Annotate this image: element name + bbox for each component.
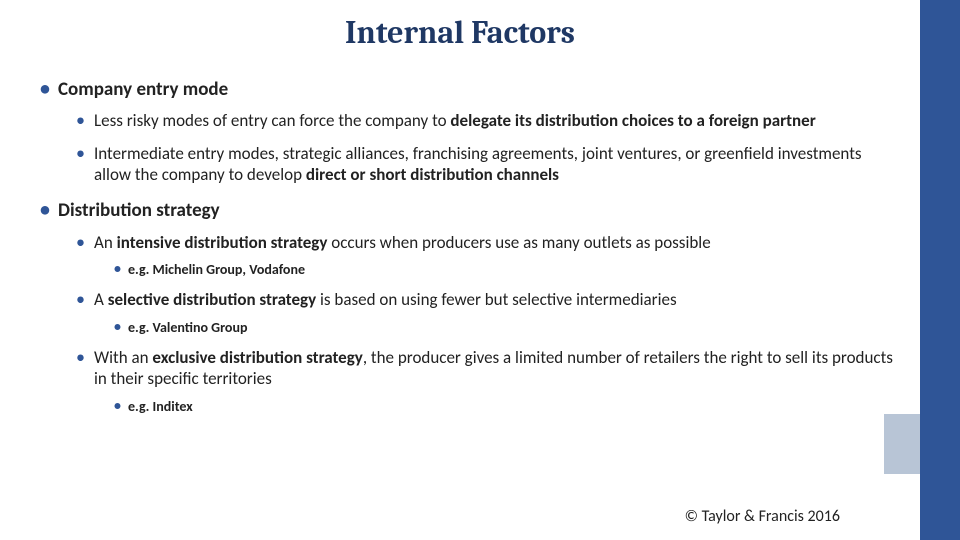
- text-bold: intensive distribution strategy: [117, 232, 328, 253]
- example-item: e.g. Inditex: [114, 398, 895, 415]
- example-item: e.g. Valentino Group: [114, 319, 895, 336]
- bullet-item: A selective distribution strategy is bas…: [76, 290, 895, 336]
- example-text: e.g. Valentino Group: [128, 319, 247, 336]
- bullet-item: Less risky modes of entry can force the …: [76, 111, 895, 132]
- bullet-item: With an exclusive distribution strategy,…: [76, 348, 895, 415]
- slide-content: Company entry mode Less risky modes of e…: [40, 78, 895, 429]
- bullet-item: Intermediate entry modes, strategic alli…: [76, 144, 895, 185]
- example-item: e.g. Michelin Group, Vodafone: [114, 261, 895, 278]
- text-pre: With an: [94, 347, 152, 368]
- text-post: is based on using fewer but selective in…: [316, 289, 676, 310]
- text-pre: An: [94, 232, 117, 253]
- section-distribution-strategy: Distribution strategy An intensive distr…: [40, 199, 895, 414]
- example-text: e.g. Inditex: [128, 398, 193, 415]
- text-bold: delegate its distribution choices to a f…: [450, 110, 815, 131]
- text-pre: Less risky modes of entry can force the …: [94, 110, 450, 131]
- slide-title: Internal Factors: [0, 14, 920, 51]
- text-bold: selective distribution strategy: [108, 289, 316, 310]
- copyright-footer: © Taylor & Francis 2016: [685, 507, 840, 526]
- text-bold: direct or short distribution channels: [306, 164, 559, 185]
- section-heading: Company entry mode: [58, 78, 228, 101]
- example-text: e.g. Michelin Group, Vodafone: [128, 261, 305, 278]
- text-pre: A: [94, 289, 108, 310]
- text-post: occurs when producers use as many outlet…: [327, 232, 710, 253]
- side-band-dark: [920, 0, 960, 540]
- bullet-item: An intensive distribution strategy occur…: [76, 233, 895, 279]
- text-bold: exclusive distribution strategy: [152, 347, 362, 368]
- section-company-entry-mode: Company entry mode Less risky modes of e…: [40, 78, 895, 185]
- section-heading: Distribution strategy: [58, 199, 220, 222]
